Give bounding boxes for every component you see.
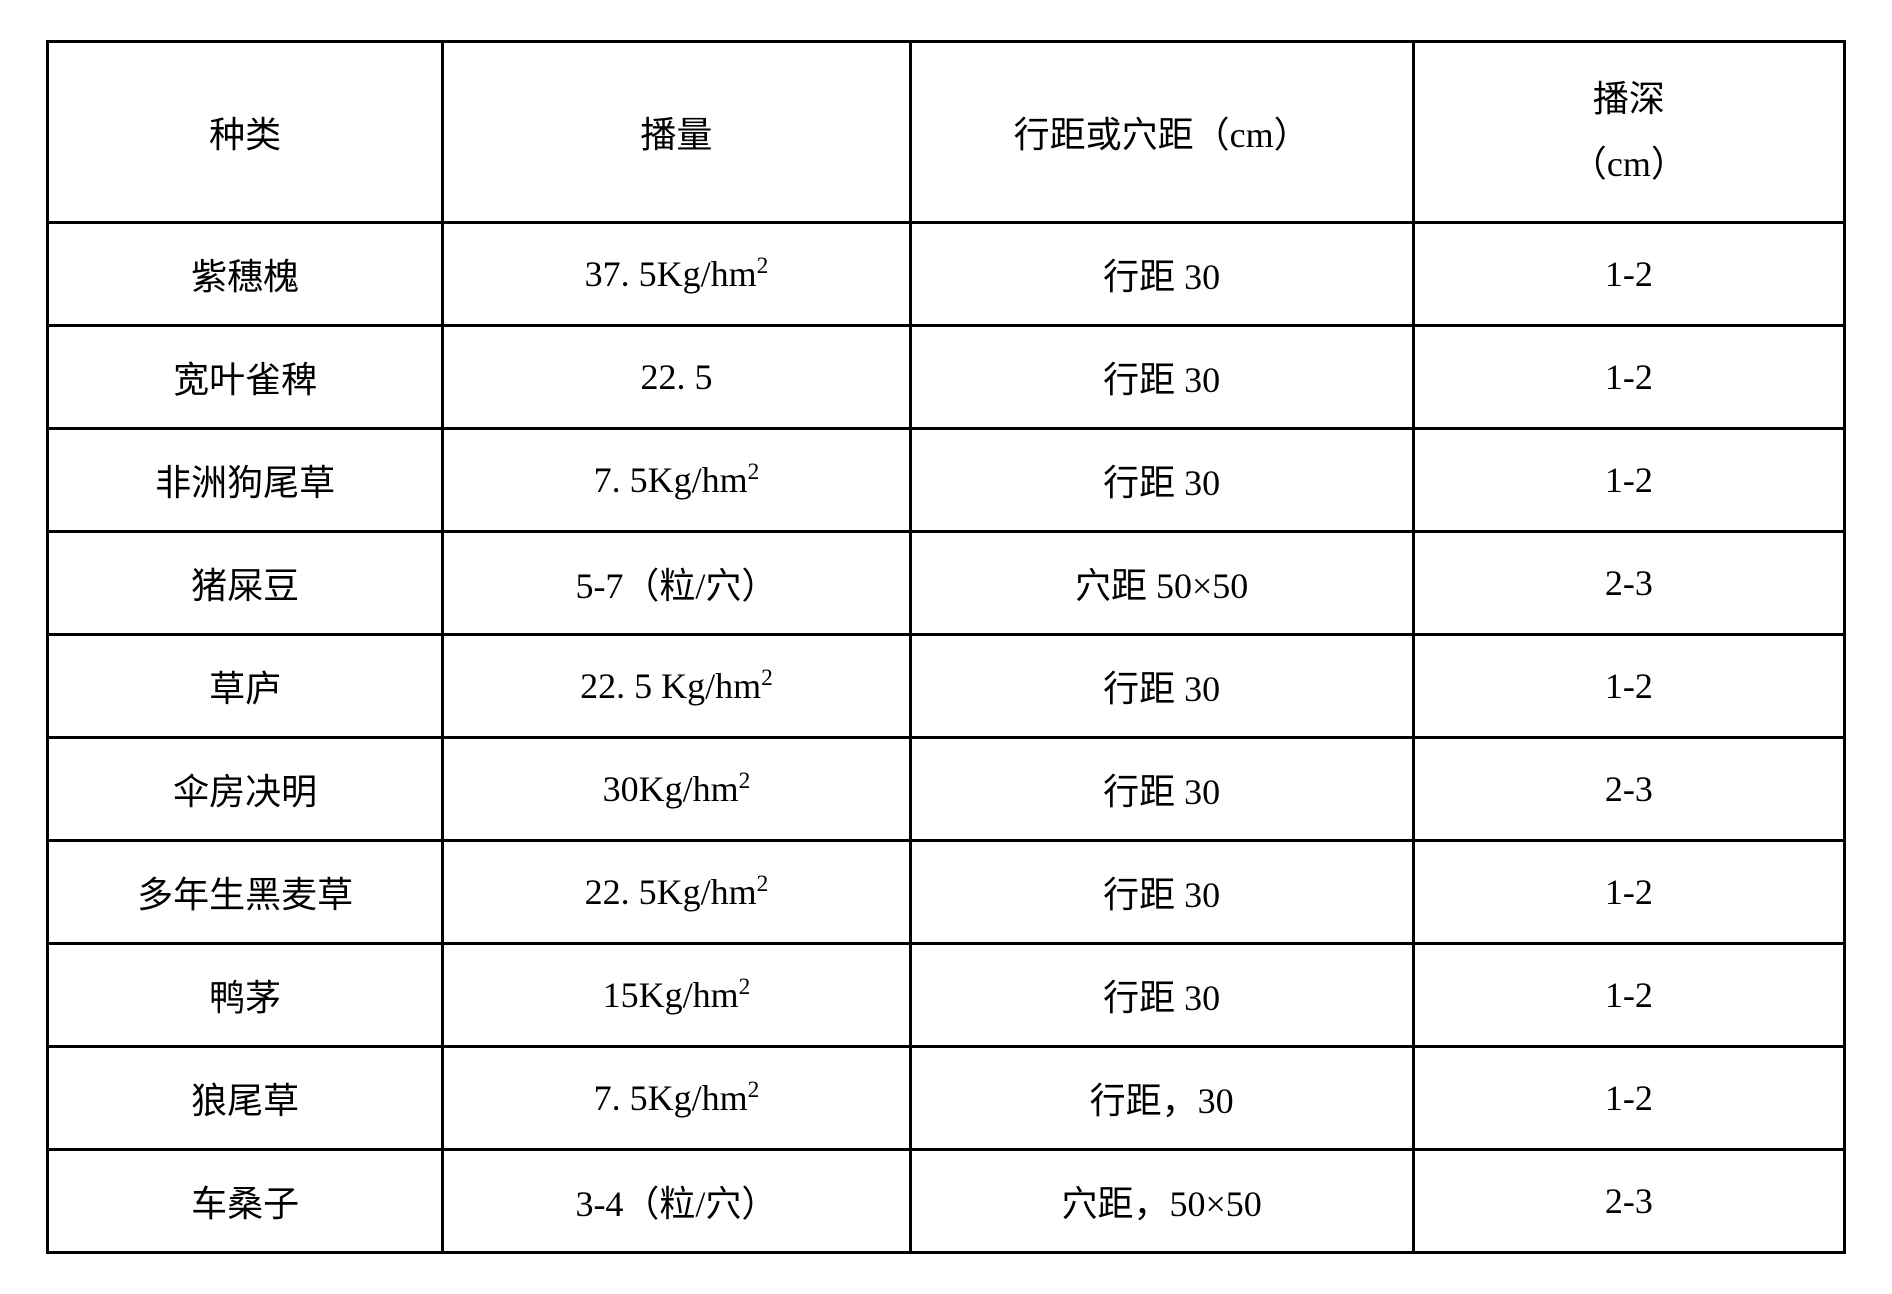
rate-superscript: 2 — [757, 253, 769, 279]
cell-spacing: 行距 30 — [910, 634, 1413, 737]
rate-value: 15Kg/hm — [603, 975, 739, 1015]
rate-superscript: 2 — [739, 768, 751, 794]
cell-rate: 30Kg/hm2 — [443, 737, 910, 840]
rate-value: 5-7（粒/穴） — [575, 566, 777, 606]
table-row: 草庐22. 5 Kg/hm2行距 301-2 — [48, 634, 1845, 737]
rate-value: 3-4（粒/穴） — [575, 1184, 777, 1224]
header-depth: 播深 （cm） — [1413, 42, 1844, 223]
table-row: 狼尾草7. 5Kg/hm2行距，301-2 — [48, 1046, 1845, 1149]
table-row: 猪屎豆 5-7（粒/穴） 穴距 50×502-3 — [48, 531, 1845, 634]
cell-spacing: 行距 30 — [910, 428, 1413, 531]
cell-species: 多年生黑麦草 — [48, 840, 443, 943]
table-row: 车桑子 3-4（粒/穴） 穴距，50×502-3 — [48, 1149, 1845, 1252]
cell-species: 鸭茅 — [48, 943, 443, 1046]
header-spacing: 行距或穴距（cm） — [910, 42, 1413, 223]
cell-spacing: 行距 30 — [910, 840, 1413, 943]
cell-rate: 3-4（粒/穴） — [443, 1149, 910, 1252]
cell-rate: 22. 5Kg/hm2 — [443, 840, 910, 943]
cell-spacing: 行距 30 — [910, 943, 1413, 1046]
cell-spacing: 行距，30 — [910, 1046, 1413, 1149]
table-row: 紫穗槐37. 5Kg/hm2行距 301-2 — [48, 222, 1845, 325]
cell-species: 紫穗槐 — [48, 222, 443, 325]
cell-species: 非洲狗尾草 — [48, 428, 443, 531]
cell-depth: 1-2 — [1413, 325, 1844, 428]
rate-value: 22. 5 Kg/hm — [580, 666, 761, 706]
rate-superscript: 2 — [739, 974, 751, 1000]
cell-rate: 15Kg/hm2 — [443, 943, 910, 1046]
header-species: 种类 — [48, 42, 443, 223]
table-row: 伞房决明30Kg/hm2行距 302-3 — [48, 737, 1845, 840]
rate-value: 7. 5Kg/hm — [594, 1078, 748, 1118]
cell-depth: 1-2 — [1413, 634, 1844, 737]
table-row: 鸭茅15Kg/hm2行距 301-2 — [48, 943, 1845, 1046]
rate-value: 7. 5Kg/hm — [594, 460, 748, 500]
cell-rate: 22. 5 — [443, 325, 910, 428]
cell-rate: 22. 5 Kg/hm2 — [443, 634, 910, 737]
cell-species: 宽叶雀稗 — [48, 325, 443, 428]
cell-depth: 1-2 — [1413, 840, 1844, 943]
cell-spacing: 行距 30 — [910, 325, 1413, 428]
header-rate: 播量 — [443, 42, 910, 223]
cell-depth: 1-2 — [1413, 1046, 1844, 1149]
table-row: 多年生黑麦草22. 5Kg/hm2行距 301-2 — [48, 840, 1845, 943]
cell-depth: 2-3 — [1413, 1149, 1844, 1252]
cell-species: 狼尾草 — [48, 1046, 443, 1149]
cell-species: 车桑子 — [48, 1149, 443, 1252]
cell-spacing: 穴距，50×50 — [910, 1149, 1413, 1252]
cell-depth: 2-3 — [1413, 737, 1844, 840]
cell-rate: 7. 5Kg/hm2 — [443, 428, 910, 531]
header-row: 种类 播量 行距或穴距（cm） 播深 （cm） — [48, 42, 1845, 223]
rate-value: 37. 5Kg/hm — [585, 254, 757, 294]
cell-depth: 2-3 — [1413, 531, 1844, 634]
rate-value: 22. 5Kg/hm — [585, 872, 757, 912]
cell-species: 草庐 — [48, 634, 443, 737]
table-row: 非洲狗尾草7. 5Kg/hm2行距 301-2 — [48, 428, 1845, 531]
rate-value: 22. 5 — [640, 357, 712, 397]
cell-spacing: 穴距 50×50 — [910, 531, 1413, 634]
table-row: 宽叶雀稗 22. 5 行距 301-2 — [48, 325, 1845, 428]
cell-rate: 5-7（粒/穴） — [443, 531, 910, 634]
seeding-table: 种类 播量 行距或穴距（cm） 播深 （cm） 紫穗槐37. 5Kg/hm2行距… — [46, 40, 1846, 1254]
header-depth-line1: 播深 — [1425, 67, 1833, 132]
rate-value: 30Kg/hm — [603, 769, 739, 809]
rate-superscript: 2 — [748, 459, 760, 485]
rate-superscript: 2 — [761, 665, 773, 691]
cell-depth: 1-2 — [1413, 943, 1844, 1046]
table-body: 紫穗槐37. 5Kg/hm2行距 301-2宽叶雀稗22. 5行距 301-2非… — [48, 222, 1845, 1252]
cell-depth: 1-2 — [1413, 428, 1844, 531]
cell-spacing: 行距 30 — [910, 222, 1413, 325]
rate-superscript: 2 — [748, 1077, 760, 1103]
seeding-table-container: 种类 播量 行距或穴距（cm） 播深 （cm） 紫穗槐37. 5Kg/hm2行距… — [46, 40, 1846, 1254]
cell-species: 猪屎豆 — [48, 531, 443, 634]
cell-spacing: 行距 30 — [910, 737, 1413, 840]
rate-superscript: 2 — [757, 871, 769, 897]
header-depth-line2: （cm） — [1425, 132, 1833, 197]
cell-depth: 1-2 — [1413, 222, 1844, 325]
cell-species: 伞房决明 — [48, 737, 443, 840]
cell-rate: 7. 5Kg/hm2 — [443, 1046, 910, 1149]
cell-rate: 37. 5Kg/hm2 — [443, 222, 910, 325]
